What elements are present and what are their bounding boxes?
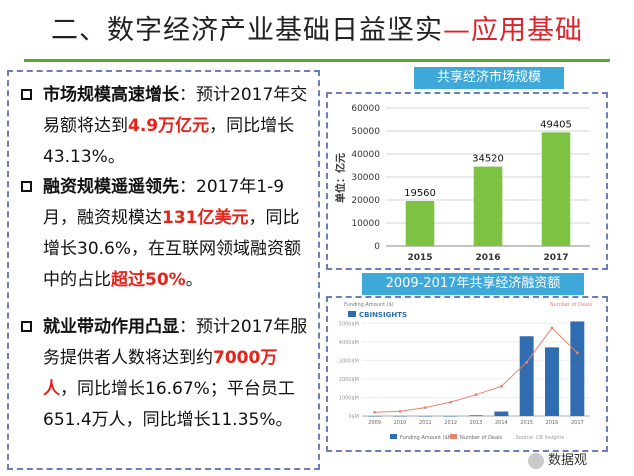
- legend-swatch-funding: [390, 434, 397, 439]
- deals-point: [474, 393, 478, 397]
- funding-bar: [367, 416, 382, 417]
- point-emphasis: 7000万人: [43, 348, 278, 399]
- x-tick-label: 2012: [444, 420, 457, 426]
- bullet-square-icon: [21, 89, 32, 100]
- y-tick-label: 50000: [351, 127, 380, 137]
- funding-bar: [393, 416, 407, 417]
- x-tick-label: 2015: [407, 253, 432, 263]
- y-tick-label: 1000$M: [339, 395, 359, 401]
- chart-market-frame: 0 10000 20000 30000 40000 50000 60000 单位：亿元 1956…: [326, 92, 608, 270]
- point-lead: 就业带动作用凸显: [43, 317, 179, 337]
- y-tick-label: 20000: [351, 196, 380, 206]
- y-tick-label: 0: [374, 242, 380, 252]
- bar: [541, 132, 571, 246]
- y-tick-label: 0$M: [348, 414, 359, 420]
- chart-caption: Source: CB Insights: [515, 435, 564, 441]
- title-main: 二、数字经济产业基础日益坚实: [51, 15, 443, 46]
- x-tick-label: 2016: [546, 420, 559, 426]
- chart-market-title: 共享经济市场规模: [414, 67, 564, 89]
- watermark: 数据观: [528, 450, 634, 472]
- funding-bar: [519, 336, 534, 416]
- title-highlight: —应用基础: [443, 15, 583, 46]
- funding-bar: [494, 411, 509, 416]
- y-tick-label: 30000: [351, 173, 380, 183]
- chart-market-svg: 0 10000 20000 30000 40000 50000 60000 单位：亿元 1956…: [334, 104, 590, 263]
- data-label: 49405: [540, 119, 572, 130]
- point-text: 融资规模遥遥领先：2017年1-9月，融资规模达131亿美元，同比增长30.6%…: [43, 172, 309, 296]
- x-tick-label: 2017: [543, 253, 568, 263]
- deals-point: [398, 409, 402, 413]
- deals-point: [373, 410, 377, 414]
- point-body: ：2017年1-9月，融资规模达: [43, 177, 285, 228]
- funding-bar: [443, 416, 458, 417]
- point-emphasis-2: 超过50%: [111, 270, 186, 290]
- point-body: ：预计2017年交易额将达到: [43, 85, 308, 136]
- point-text: 就业带动作用凸显：预计2017年服务提供者人数将达到约7000万人，同比增长16…: [43, 312, 309, 436]
- chart-funding-svg: Funding Amount ($) Number of Deals CBINSIG…: [339, 302, 593, 441]
- bullet-square-icon: [21, 321, 32, 332]
- data-label: 19560: [404, 188, 436, 199]
- deals-point: [550, 326, 554, 330]
- funding-bar: [469, 415, 483, 416]
- funding-bar: [570, 321, 585, 416]
- point-lead: 市场规模高速增长: [43, 85, 179, 105]
- point-financing: 融资规模遥遥领先：2017年1-9月，融资规模达131亿美元，同比增长30.6%…: [9, 172, 309, 296]
- legend-label-funding: Funding Amount ($M): [400, 435, 454, 441]
- deals-point: [449, 400, 453, 404]
- y-tick-label: 40000: [351, 150, 380, 160]
- chart-funding-title: 2009-2017年共享经济融资额: [362, 273, 584, 295]
- deals-point: [575, 351, 579, 355]
- title-divider: [24, 59, 610, 62]
- point-emphasis: 131亿美元: [162, 208, 249, 228]
- watermark-text: 数据观: [548, 453, 588, 468]
- point-market-size: 市场规模高速增长：预计2017年交易额将达到4.9万亿元，同比增长43.13%。: [9, 80, 309, 173]
- chart-funding-frame: Funding Amount ($) Number of Deals CBINSIG…: [326, 296, 608, 452]
- point-text: 市场规模高速增长：预计2017年交易额将达到4.9万亿元，同比增长43.13%。: [43, 80, 309, 173]
- funding-bar: [545, 347, 559, 416]
- point-body-after: ，同比增长30.6%，在互联网领域融资额中的占比: [43, 208, 302, 290]
- y-tick-label: 10000: [351, 219, 380, 229]
- x-tick-label: 2014: [495, 420, 508, 426]
- point-end: 。: [185, 270, 203, 290]
- point-body-after: ，同比增长16.67%；平台员工651.4万人，同比增长11.35%。: [43, 379, 295, 430]
- bullet-square-icon: [21, 181, 32, 192]
- x-tick-label: 2015: [520, 420, 533, 426]
- point-emphasis: 4.9万亿元: [128, 116, 210, 136]
- y-tick-label: 5000$M: [339, 321, 359, 327]
- watermark-icon: [528, 452, 544, 469]
- deals-point: [423, 406, 427, 410]
- x-tick-label: 2010: [394, 420, 407, 426]
- deals-point: [499, 384, 503, 388]
- data-label: 34520: [472, 154, 504, 165]
- legend-swatch-deals: [450, 434, 457, 439]
- x-tick-label: 2013: [470, 420, 483, 426]
- x-tick-label: 2016: [475, 253, 500, 263]
- cb-logo-icon: [348, 311, 356, 317]
- key-points-panel: 市场规模高速增长：预计2017年交易额将达到4.9万亿元，同比增长43.13%。…: [7, 70, 320, 470]
- x-tick-label: 2009: [368, 420, 381, 426]
- point-lead: 融资规模遥遥领先: [43, 177, 179, 197]
- y-tick-label: 3000$M: [339, 358, 359, 364]
- funding-bar: [418, 416, 433, 417]
- y-tick-label: 60000: [351, 104, 380, 114]
- bar: [473, 166, 503, 246]
- x-tick-label: 2017: [571, 420, 584, 426]
- point-body-after: ，同比增长43.13%。: [43, 116, 295, 167]
- y-left-label: Funding Amount ($): [344, 302, 394, 308]
- y-tick-label: 4000$M: [339, 340, 359, 346]
- legend-label-deals: Number of Deals: [460, 435, 502, 441]
- page-title: 二、数字经济产业基础日益坚实—应用基础: [0, 6, 634, 56]
- x-tick-label: 2011: [419, 420, 432, 426]
- y-axis-label: 单位：亿元: [334, 153, 347, 203]
- y-tick-label: 2000$M: [339, 377, 359, 383]
- y-right-label: Number of Deals: [550, 302, 592, 308]
- deals-point: [525, 360, 529, 364]
- point-body: ：预计2017年服务提供者人数将达到约: [43, 317, 308, 368]
- point-employment: 就业带动作用凸显：预计2017年服务提供者人数将达到约7000万人，同比增长16…: [9, 312, 309, 436]
- source-logo: CBINSIGHTS: [359, 311, 407, 319]
- bar: [405, 201, 435, 246]
